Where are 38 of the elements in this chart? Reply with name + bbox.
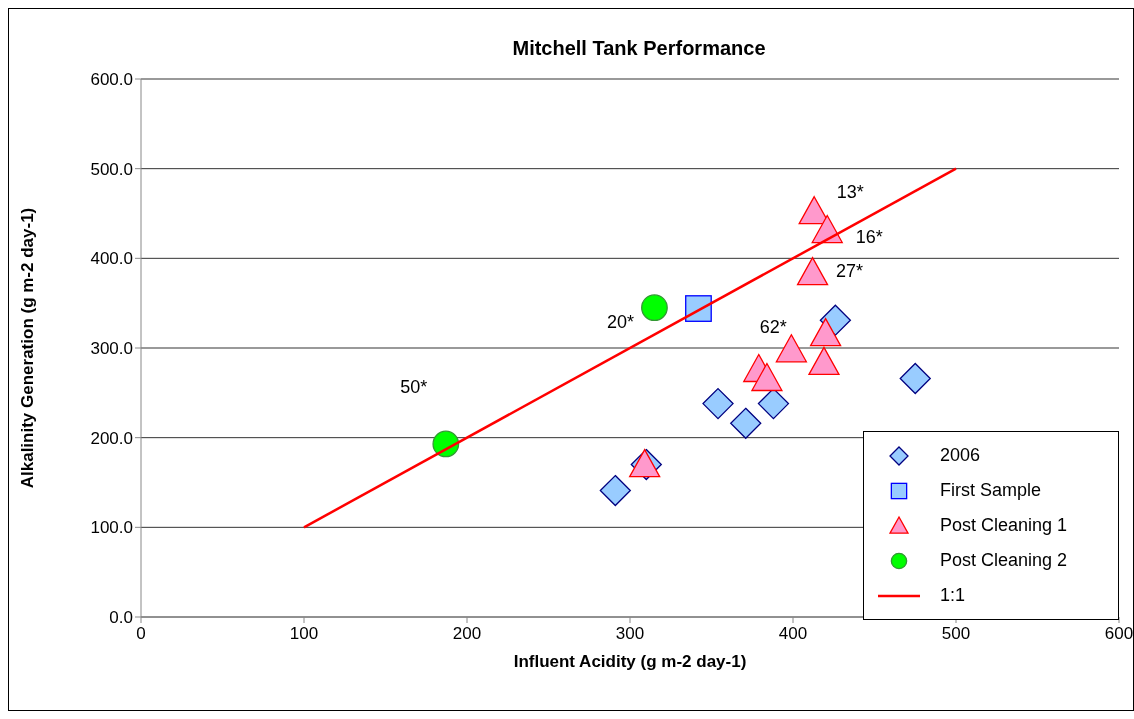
chart-title: Mitchell Tank Performance <box>511 37 767 60</box>
point <box>775 334 808 363</box>
y-tick-label: 0.0 <box>109 608 133 628</box>
x-tick-label: 0 <box>136 624 146 643</box>
legend-label: 1:1 <box>940 585 966 606</box>
annotation: 50* <box>400 376 428 397</box>
point <box>751 362 783 392</box>
annotation: 20* <box>606 311 634 332</box>
y-tick-label: 200.0 <box>90 428 133 448</box>
point <box>899 362 931 395</box>
annotation: 27* <box>836 260 864 281</box>
legend-label: First Sample <box>940 480 1042 501</box>
y-tick-label: 600.0 <box>90 70 133 90</box>
y-tick-label: 100.0 <box>90 518 133 538</box>
legend-label: 2006 <box>940 445 981 466</box>
annotation: 16* <box>855 226 883 247</box>
x-tick-label: 500 <box>941 624 971 643</box>
annotation: 62* <box>759 316 787 337</box>
annotation: 13* <box>836 181 864 202</box>
x-tick-label: 400 <box>778 624 808 643</box>
y-axis-title: Alkalinity Generation (g m-2 day-1) <box>18 207 38 489</box>
point <box>808 346 840 375</box>
x-tick-label: 200 <box>452 624 482 643</box>
point <box>730 407 762 439</box>
y-tick-label: 500.0 <box>90 159 133 179</box>
legend-label: Post Cleaning 2 <box>940 550 1068 571</box>
legend-label: Post Cleaning 1 <box>940 515 1068 536</box>
x-tick-label: 100 <box>289 624 319 643</box>
x-tick-label: 600 <box>1104 624 1134 643</box>
point <box>796 257 829 286</box>
point <box>809 318 842 347</box>
x-axis-title: Influent Acidity (g m-2 day-1) <box>513 652 747 671</box>
y-tick-label: 400.0 <box>90 249 133 269</box>
y-tick-label: 300.0 <box>90 339 133 359</box>
point <box>641 294 668 322</box>
point <box>599 474 631 507</box>
x-tick-label: 300 <box>615 624 645 643</box>
point <box>702 387 734 420</box>
